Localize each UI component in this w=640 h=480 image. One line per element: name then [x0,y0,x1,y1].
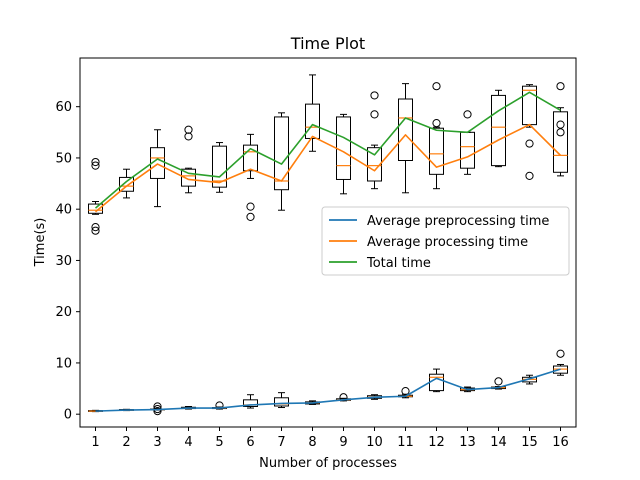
x-tick-label: 16 [552,435,569,450]
box-flier [246,212,255,221]
series-line-0 [95,368,561,412]
y-tick-label: 30 [55,254,72,269]
x-tick-label: 1 [91,435,99,450]
box-iqr [88,203,103,214]
legend-label: Total time [366,256,431,271]
x-tick-label: 9 [339,435,347,450]
x-tick-label: 6 [246,435,254,450]
series-lines-layer [94,91,562,412]
x-tick-label: 7 [277,435,285,450]
x-tick-label: 12 [428,435,445,450]
x-tick-label: 5 [215,435,223,450]
box-flier [153,407,162,416]
x-axis: 1 2 3 4 5 6 7 8 9 10 11 12 13 14 15 16 [91,427,569,450]
box-iqr [553,111,568,173]
y-tick-label: 20 [55,305,72,320]
processing-box-16 [553,82,568,177]
box-flier [525,171,534,180]
box-flier [556,349,565,358]
box-flier [525,139,534,148]
y-tick-label: 0 [64,408,72,423]
box-flier [370,110,379,119]
processing-box-5 [212,142,227,193]
legend-label: Average preprocessing time [367,214,549,229]
box-iqr [181,168,196,187]
box-flier [91,226,100,235]
box-flier [463,110,472,119]
box-iqr [243,144,258,172]
series-line-2 [94,91,561,209]
box-flier [91,157,100,167]
box-iqr [305,103,320,139]
box-flier [184,125,193,134]
box-flier [215,401,224,410]
box-flier [432,82,441,91]
x-tick-label: 8 [308,435,316,450]
box-flier [91,223,100,232]
box-flier [339,393,348,402]
box-iqr [429,127,444,175]
x-tick-label: 10 [366,435,383,450]
box-iqr [119,176,134,192]
box-iqr [398,98,413,161]
box-flier [401,387,410,396]
x-tick-label: 4 [184,435,192,450]
box-iqr [274,397,289,407]
chart-title: Time Plot [290,34,365,53]
box-flier [91,161,100,170]
x-tick-label: 15 [521,435,538,450]
box-iqr [367,147,382,182]
box-flier [556,120,565,129]
processing-box-3 [150,129,165,208]
legend-label: Average processing time [367,235,528,250]
box-flier [432,118,441,128]
processing-box-14 [491,89,506,168]
plot-area-frame [79,57,577,428]
x-tick-label: 3 [153,435,161,450]
y-tick-label: 50 [55,151,72,166]
x-tick-label: 2 [122,435,130,450]
x-axis-label: Number of processes [259,456,397,471]
processing-box-6 [243,133,258,221]
processing-box-12 [429,82,444,190]
x-tick-label: 11 [397,435,414,450]
box-iqr [491,94,506,167]
y-tick-label: 60 [55,100,72,115]
box-flier [494,377,503,386]
box-flier [556,82,565,91]
x-tick-label: 14 [490,435,507,450]
box-flier [246,202,255,211]
box-flier [184,132,193,141]
y-tick-label: 10 [55,356,72,371]
processing-box-11 [398,83,413,194]
legend-frame [321,206,570,276]
y-tick-label: 40 [55,203,72,218]
box-iqr [274,116,289,191]
x-tick-label: 13 [459,435,476,450]
legend: Average preprocessing time Average proces… [321,206,570,276]
box-iqr [243,399,258,407]
series-line-1 [94,123,562,213]
y-axis-label: Time(s) [33,218,48,268]
processing-box-4 [181,125,196,194]
box-flier [370,91,379,100]
processing-box-1 [88,157,103,235]
box-iqr [212,145,227,188]
y-axis: 0 10 20 30 40 50 60 [55,100,80,423]
